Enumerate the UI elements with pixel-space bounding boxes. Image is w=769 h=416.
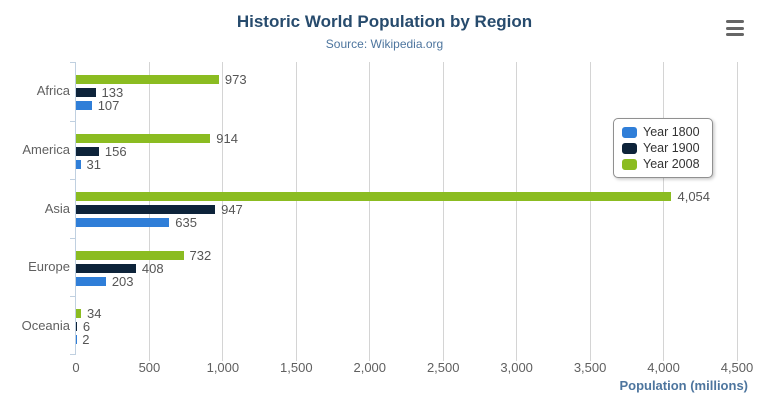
bar-year-1900[interactable] [76, 205, 216, 215]
gridline [222, 62, 224, 355]
legend-item-year-1900[interactable]: Year 1900 [622, 140, 700, 156]
legend-item-label: Year 2008 [643, 156, 700, 171]
category-axis-tick [70, 238, 75, 239]
gridline [295, 62, 297, 355]
category-label: Oceania [21, 317, 70, 333]
bar-year-2008[interactable] [76, 133, 211, 143]
x-axis-tick [589, 355, 591, 361]
x-axis-tick [663, 355, 665, 361]
gridline [663, 62, 665, 355]
category-label: Europe [28, 259, 70, 275]
bar-year-1800[interactable] [76, 218, 170, 228]
x-axis-tick-label: 1,500 [280, 360, 313, 375]
export-menu-button[interactable] [726, 19, 746, 37]
bar-value-label: 107 [97, 98, 120, 113]
category-label: Africa [36, 83, 70, 99]
chart-title: Historic World Population by Region [236, 12, 533, 31]
bar-value-label: 6 [82, 319, 91, 335]
x-axis-tick-label: 2,000 [353, 360, 387, 375]
x-axis-tick [736, 355, 738, 361]
bar-value-label: 156 [104, 143, 127, 159]
bar-value-label: 408 [141, 260, 164, 276]
legend-item-year-1800[interactable]: Year 1800 [622, 124, 700, 140]
category-axis-line [75, 62, 76, 355]
legend-item-year-2008[interactable]: Year 2008 [622, 156, 700, 172]
category-axis-tick [70, 296, 75, 297]
legend-swatch-icon [622, 126, 637, 138]
gridline [369, 62, 371, 355]
bar-year-1900[interactable] [76, 322, 77, 332]
x-axis-title: Population (millions) [619, 378, 748, 393]
bar-value-label: 133 [101, 85, 124, 100]
plot-area: 973 914 4,054 732 34 133 156 947 408 6 107 31 635 203… [70, 62, 738, 361]
gridline [442, 62, 444, 355]
hamburger-icon [726, 26, 744, 30]
x-axis-tick [516, 355, 518, 361]
hamburger-icon [726, 33, 744, 36]
bar-year-1800[interactable] [76, 276, 106, 286]
bar-year-1900[interactable] [76, 263, 136, 273]
x-axis-tick [369, 355, 371, 361]
x-axis-tick-label: 3,000 [500, 360, 533, 375]
legend: Year 1800 Year 1900 Year 2008 [613, 118, 713, 178]
x-axis-tick [442, 355, 444, 361]
legend-item-label: Year 1900 [643, 140, 700, 155]
x-axis-tick-label: 500 [138, 360, 161, 375]
bar-year-1800[interactable] [76, 101, 92, 110]
bar-year-1800[interactable] [76, 335, 77, 345]
bar-value-label: 914 [216, 130, 238, 146]
category-label: America [22, 141, 70, 157]
category-axis-tick [70, 179, 75, 180]
x-axis-tick [148, 355, 150, 361]
bar-year-1800[interactable] [76, 159, 81, 169]
bar-year-1900[interactable] [76, 146, 99, 156]
bar-value-label: 2 [82, 332, 90, 348]
x-axis-tick-label: 2,500 [426, 360, 460, 375]
bar-value-label: 973 [224, 72, 247, 87]
hamburger-icon [726, 20, 744, 23]
x-axis-tick-label: 1,000 [206, 360, 240, 375]
bar-value-label: 732 [189, 247, 212, 263]
x-axis-tick [295, 355, 297, 361]
gridline [516, 62, 518, 355]
gridline [736, 62, 738, 355]
bar-value-label: 947 [221, 202, 243, 218]
bar-year-2008[interactable] [76, 250, 184, 260]
bar-value-label: 4,054 [677, 189, 711, 205]
legend-swatch-icon [622, 158, 637, 170]
chart-subtitle: Source: Wikipedia.org [325, 37, 444, 51]
category-axis-tick [70, 121, 75, 122]
x-axis-tick-label: 4,500 [720, 360, 754, 375]
bar-value-label: 203 [111, 273, 134, 289]
x-axis-tick-label: 0 [72, 360, 80, 375]
x-axis-tick-label: 4,000 [647, 360, 680, 375]
bar-value-label: 31 [86, 156, 102, 172]
bar-year-2008[interactable] [76, 192, 672, 202]
bar-year-1900[interactable] [76, 88, 96, 97]
bar-year-2008[interactable] [76, 75, 219, 84]
category-label: Asia [44, 200, 70, 216]
legend-item-label: Year 1800 [643, 124, 700, 139]
legend-swatch-icon [622, 142, 637, 154]
bar-value-label: 635 [175, 215, 197, 231]
gridline [589, 62, 591, 355]
category-axis-tick [70, 62, 75, 63]
bar-value-label: 34 [86, 306, 102, 322]
x-axis-tick-label: 3,500 [573, 360, 607, 375]
bar-year-2008[interactable] [76, 309, 81, 319]
x-axis-tick [222, 355, 224, 361]
category-axis-tick [70, 354, 75, 355]
